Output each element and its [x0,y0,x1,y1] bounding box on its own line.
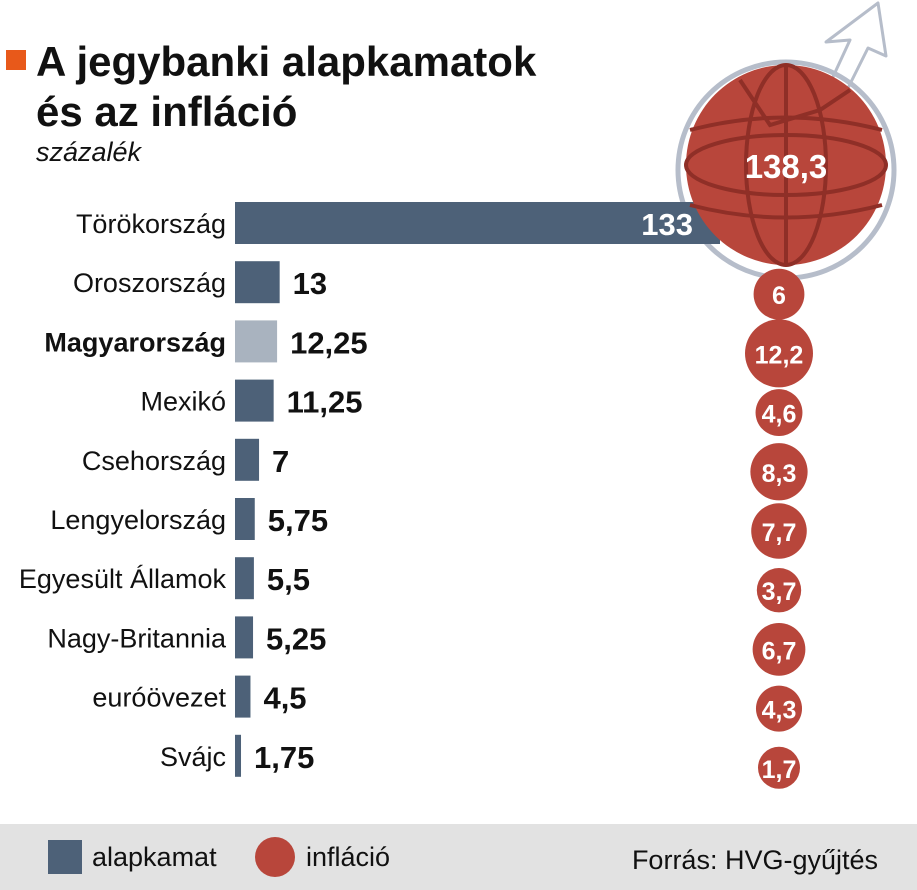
rate-value-label: 5,75 [268,503,328,538]
inflation-circle [756,568,802,613]
inflation-value-label: 1,7 [762,756,797,784]
category-label: Mexikó [140,387,226,417]
rate-bar [235,557,254,600]
inflation-value-label: 3,7 [762,578,797,606]
rate-value-label: 5,25 [266,621,326,656]
inflation-value-label: 12,2 [755,341,804,369]
rate-value-label: 1,75 [254,740,314,775]
inflation-value-label: 4,6 [762,401,797,429]
legend-inflation-swatch [255,837,295,877]
rate-value-label: 5,5 [267,562,310,597]
inflation-circle [751,503,807,559]
title-accent-square [6,50,26,70]
category-label: Egyesült Államok [19,564,227,594]
chart-title-line1: A jegybanki alapkamatok [36,38,537,85]
category-label: Törökország [76,209,226,239]
inflation-value-label: 7,7 [762,519,797,547]
rate-value-label: 7 [272,444,289,479]
inflation-circle [755,685,803,732]
inflation-circle [755,389,803,437]
chart-title-line2: és az infláció [36,88,297,135]
inflation-value-label: 6,7 [762,637,797,665]
inflation-circle [745,319,813,388]
inflation-circle [752,623,806,676]
rate-bar [235,734,242,777]
inflation-value-label: 8,3 [762,460,797,488]
rate-bar [235,261,280,304]
rate-bar [235,320,278,363]
globe-grid-icon [684,63,888,267]
chart-subtitle: százalék [36,137,143,167]
rate-value-label: 133 [641,207,693,242]
rate-value-label: 13 [293,266,327,301]
inflation-value-label: 4,3 [762,697,797,725]
inflation-value-label: 6 [772,282,786,310]
rate-bar [235,498,255,540]
footer-bar [0,824,917,890]
category-label: Svájc [160,742,226,772]
category-label: Magyarország [44,327,226,357]
rate-value-label: 11,25 [287,385,363,420]
inflation-circle [758,746,800,789]
category-label: Csehország [82,446,226,476]
rate-value-label: 4,5 [263,681,306,716]
rate-bar [235,379,274,422]
category-label: euróövezet [92,683,226,713]
rate-bar [235,675,251,718]
inflation-circle [750,443,808,501]
category-label: Nagy-Britannia [47,623,227,653]
legend-rate-label: alapkamat [92,842,217,872]
rate-bar [235,616,254,659]
legend-rate-swatch [48,840,82,874]
rate-bar [235,202,720,244]
inflation-circle [753,268,805,320]
rate-value-label: 12,25 [290,325,368,360]
rate-bars: Törökország Oroszország 13 Magyarország 12,2… [19,202,720,777]
inflation-value-label: 138,3 [745,148,828,185]
rate-bar [235,438,260,481]
category-label: Lengyelország [50,505,226,535]
legend-inflation-label: infláció [306,842,390,872]
source-note: Forrás: HVG-gyűjtés [632,845,878,875]
category-label: Oroszország [73,268,226,298]
